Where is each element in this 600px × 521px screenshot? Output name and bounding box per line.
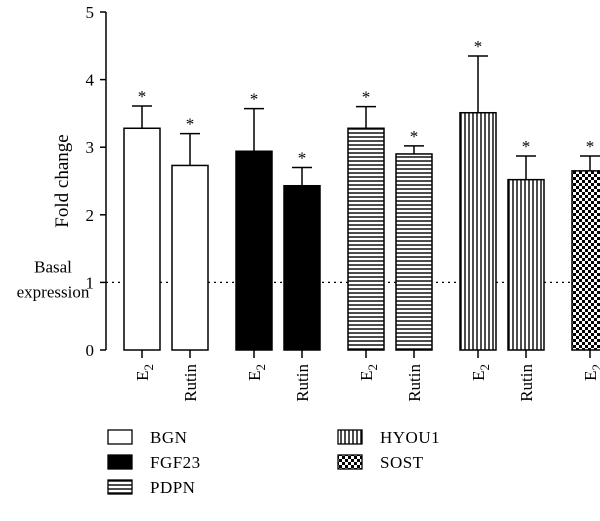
y-tick-label: 2 [86, 206, 95, 225]
basal-label-line2: expression [17, 282, 90, 301]
bar-fgf23-rutin [283, 184, 321, 351]
category-label-rutin: Rutin [405, 364, 424, 402]
bar-sost-e2 [571, 170, 600, 351]
axes: 0 1 2 3 4 5 Fold change Basal expression [17, 3, 596, 360]
category-label-e2-main: E [357, 371, 376, 381]
category-label-e2-subscript: 2 [365, 364, 380, 371]
y-tick-label: 5 [86, 3, 95, 22]
bar-hyou1-rutin [507, 178, 545, 351]
significance-star: * [138, 87, 147, 106]
significance-star: * [522, 137, 531, 156]
bars [123, 55, 600, 351]
basal-label-line1: Basal [34, 257, 72, 276]
category-label-e2-main: E [133, 371, 152, 381]
bar-bgn-rutin [171, 164, 209, 351]
category-label-e2: E2 [245, 364, 268, 381]
legend-swatch-hyou1 [337, 429, 363, 445]
significance-star: * [298, 148, 307, 167]
category-label-e2-subscript: 2 [589, 364, 600, 371]
legend-label-bgn: BGN [150, 428, 187, 447]
legend-label-fgf23: FGF23 [150, 453, 201, 472]
y-axis-title: Fold change [52, 134, 73, 227]
legend-swatch-sost [337, 454, 363, 470]
significance-star: * [410, 127, 419, 146]
bar-pdpn-e2 [347, 127, 385, 351]
category-label-e2-subscript: 2 [477, 364, 492, 371]
bar-hyou1-e2 [459, 111, 497, 351]
significance-star: * [586, 137, 595, 156]
legend-label-sost: SOST [380, 453, 424, 472]
category-label-e2-main: E [469, 371, 488, 381]
category-label-e2-subscript: 2 [141, 364, 156, 371]
category-label-e2: E2 [133, 364, 156, 381]
category-label-e2: E2 [357, 364, 380, 381]
category-label-rutin: Rutin [517, 364, 536, 402]
significance-star: * [362, 88, 371, 107]
y-tick-label: 1 [86, 273, 95, 292]
labels: *E2*Rutin*E2*Rutin*E2*Rutin*E2*Rutin*E2R… [133, 37, 600, 402]
significance-star: * [186, 115, 195, 134]
bar-fgf23-e2 [235, 150, 273, 351]
category-label-rutin: Rutin [293, 364, 312, 402]
category-label-e2: E2 [581, 364, 600, 381]
legend-label-hyou1: HYOU1 [380, 428, 440, 447]
category-label-rutin: Rutin [181, 364, 200, 402]
y-tick-label: 3 [86, 138, 95, 157]
y-tick-label: 0 [86, 341, 95, 360]
category-label-e2: E2 [469, 364, 492, 381]
category-label-e2-subscript: 2 [253, 364, 268, 371]
category-label-e2-main: E [245, 371, 264, 381]
significance-star: * [250, 90, 259, 109]
legend-swatch-pdpn [107, 479, 133, 495]
bar-bgn-e2 [123, 127, 161, 351]
legend-swatch-fgf23 [107, 454, 133, 470]
y-tick-label: 4 [86, 71, 95, 90]
legend: BGN FGF23 PDPN HYOU1 SOST [107, 428, 440, 497]
significance-star: * [474, 37, 483, 56]
category-label-e2-main: E [581, 371, 600, 381]
legend-label-pdpn: PDPN [150, 478, 195, 497]
bar-pdpn-rutin [395, 153, 433, 351]
legend-swatch-bgn [107, 429, 133, 445]
